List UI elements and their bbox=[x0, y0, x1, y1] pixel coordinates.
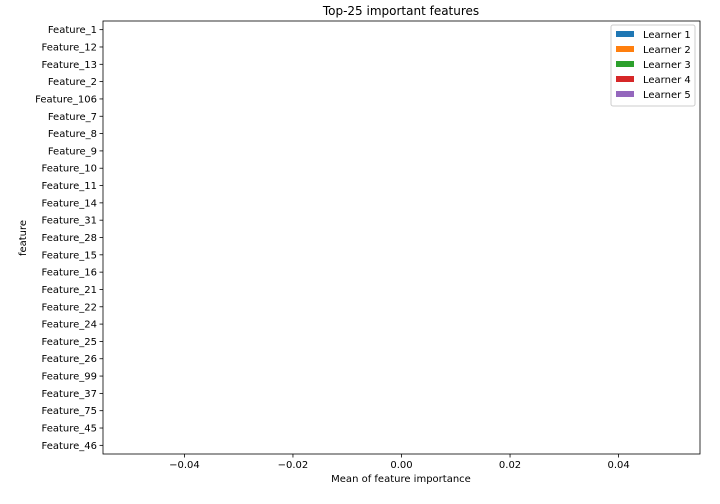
y-tick-label: Feature_21 bbox=[41, 285, 97, 296]
y-tick-label: Feature_75 bbox=[41, 406, 97, 417]
legend-box bbox=[610, 24, 696, 107]
y-tick-label: Feature_11 bbox=[41, 181, 97, 192]
y-tick-label: Feature_37 bbox=[41, 389, 97, 400]
x-tick-label: 0.00 bbox=[390, 460, 412, 471]
y-tick-label: Feature_46 bbox=[41, 441, 97, 452]
y-tick-label: Feature_24 bbox=[41, 320, 97, 331]
y-tick-label: Feature_7 bbox=[48, 112, 97, 123]
x-axis-label: Mean of feature importance bbox=[331, 474, 471, 485]
y-tick-label: Feature_12 bbox=[41, 42, 97, 53]
y-tick-label: Feature_26 bbox=[41, 354, 97, 365]
y-tick-label: Feature_106 bbox=[35, 94, 97, 105]
legend-swatch bbox=[616, 61, 634, 67]
legend-swatch bbox=[616, 76, 634, 82]
legend-swatch bbox=[616, 46, 634, 52]
legend-label: Learner 2 bbox=[643, 45, 691, 56]
y-tick-label: Feature_13 bbox=[41, 60, 97, 71]
legend: Learner 1 Learner 2 Learner 3 Learner 4 Lear… bbox=[610, 24, 696, 107]
y-tick-label: Feature_25 bbox=[41, 337, 97, 348]
y-tick-label: Feature_10 bbox=[41, 164, 97, 175]
y-tick-label: Feature_99 bbox=[41, 372, 97, 383]
legend-swatch bbox=[616, 31, 634, 37]
x-tick-label: −0.02 bbox=[278, 460, 309, 471]
y-tick-label: Feature_8 bbox=[48, 129, 97, 140]
plot-area: Feature_1 Feature_12 Feature_13 Feature_2 Fe… bbox=[35, 20, 701, 471]
y-tick-label: Feature_9 bbox=[48, 146, 97, 157]
y-tick-label: Feature_2 bbox=[48, 77, 97, 88]
chart-title: Top-25 important features bbox=[322, 4, 479, 18]
legend-label: Learner 5 bbox=[643, 90, 691, 101]
x-tick-label: −0.04 bbox=[169, 460, 200, 471]
y-tick-label: Feature_28 bbox=[41, 233, 97, 244]
y-tick-label: Feature_15 bbox=[41, 250, 97, 261]
legend-swatch bbox=[616, 91, 634, 97]
legend-label: Learner 4 bbox=[643, 75, 691, 86]
y-tick-label: Feature_16 bbox=[41, 268, 97, 279]
x-tick-label: 0.04 bbox=[607, 460, 629, 471]
y-tick-label: Feature_31 bbox=[41, 216, 97, 227]
y-tick-label: Feature_1 bbox=[48, 25, 97, 36]
legend-label: Learner 3 bbox=[643, 60, 691, 71]
x-tick-label: 0.02 bbox=[499, 460, 521, 471]
y-axis-label: feature bbox=[18, 220, 29, 256]
y-tick-label: Feature_22 bbox=[41, 302, 97, 313]
y-tick-label: Feature_45 bbox=[41, 424, 97, 435]
legend-label: Learner 1 bbox=[643, 30, 691, 41]
y-tick-label: Feature_14 bbox=[41, 198, 97, 209]
